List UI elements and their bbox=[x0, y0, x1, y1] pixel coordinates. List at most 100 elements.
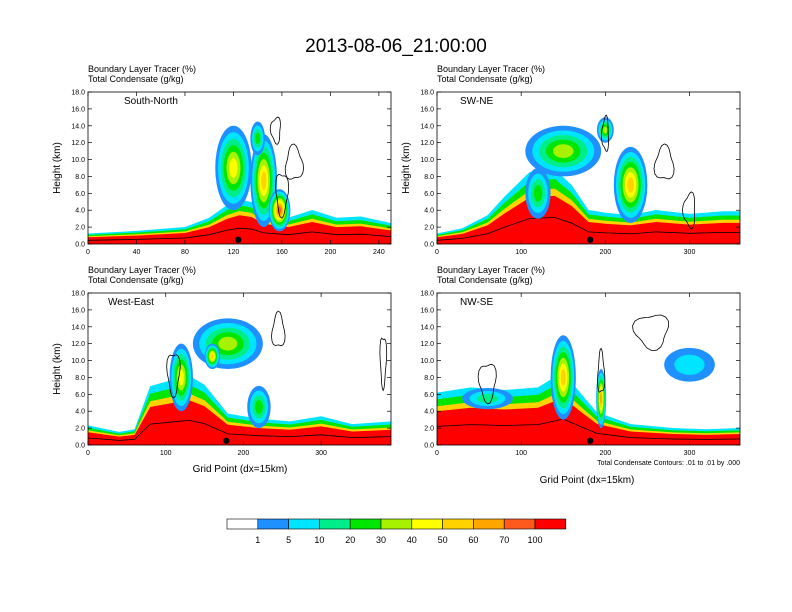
contour-footnote: Total Condensate Contours: .01 to .01 by… bbox=[597, 460, 740, 467]
colorbar-label: 1 bbox=[255, 535, 260, 545]
y-tick-label: 6.0 bbox=[75, 392, 85, 399]
y-tick-label: 6.0 bbox=[424, 191, 434, 198]
y-tick-label: 2.0 bbox=[75, 225, 85, 232]
y-tick-label: 10.0 bbox=[71, 358, 85, 365]
y-tick-label: 6.0 bbox=[424, 392, 434, 399]
y-tick-label: 10.0 bbox=[420, 358, 434, 365]
location-marker bbox=[586, 236, 594, 243]
plume-level bbox=[603, 126, 608, 134]
y-tick-label: 14.0 bbox=[71, 123, 85, 130]
condensate-contour bbox=[682, 191, 696, 230]
y-axis-label: Height (km) bbox=[52, 142, 63, 194]
y-tick-label: 12.0 bbox=[420, 140, 434, 147]
x-tick-label: 0 bbox=[435, 450, 439, 457]
plot-field bbox=[88, 116, 391, 244]
y-tick-label: 6.0 bbox=[75, 191, 85, 198]
terrain-line bbox=[437, 217, 740, 241]
x-tick-label: 240 bbox=[373, 249, 385, 256]
tracer-layer bbox=[437, 397, 740, 445]
x-tick-label: 100 bbox=[160, 450, 172, 457]
figure-title: 2013-08-06_21:00:00 bbox=[305, 36, 487, 57]
panel-left-string-2: Total Condensate (g/kg) bbox=[88, 275, 184, 285]
plot-field bbox=[88, 310, 391, 445]
y-tick-label: 0.0 bbox=[424, 242, 434, 249]
plot-area: 0.0 2.0 4.0 6.0 8.0 10.0 12.0 14.0 16.0 18.0 0 40 80… bbox=[71, 90, 392, 256]
colorbar-swatch bbox=[503, 518, 536, 530]
plot-frame bbox=[436, 292, 741, 446]
panel-label: SW-NE bbox=[460, 96, 493, 107]
colorbar-swatch bbox=[349, 518, 382, 530]
condensate-contour bbox=[600, 114, 609, 152]
plume-level bbox=[476, 394, 499, 404]
panel-left-string-1: Boundary Layer Tracer (%) bbox=[88, 265, 196, 275]
condensate-contour bbox=[379, 337, 388, 392]
plume-level bbox=[627, 177, 634, 193]
colorbar-label: 40 bbox=[407, 535, 417, 545]
x-tick-label: 100 bbox=[515, 249, 527, 256]
x-tick-label: 0 bbox=[86, 450, 90, 457]
panel-west-east: Boundary Layer Tracer (%) Total Condensa… bbox=[52, 265, 392, 475]
y-tick-label: 8.0 bbox=[424, 174, 434, 181]
y-tick-label: 0.0 bbox=[424, 443, 434, 450]
plot-area: 0.0 2.0 4.0 6.0 8.0 10.0 12.0 14.0 16.0 18.0 0 100 2… bbox=[71, 291, 392, 457]
x-tick-label: 200 bbox=[238, 450, 250, 457]
plume-level bbox=[674, 354, 705, 375]
colorbar-swatch bbox=[319, 518, 351, 530]
x-tick-label: 200 bbox=[599, 249, 611, 256]
colorbar-swatch bbox=[534, 518, 567, 530]
panel-sw-ne: Boundary Layer Tracer (%) Total Condensa… bbox=[401, 64, 741, 256]
y-tick-label: 16.0 bbox=[71, 106, 85, 113]
panel-left-string-1: Boundary Layer Tracer (%) bbox=[88, 64, 196, 74]
plume-level bbox=[261, 171, 267, 190]
colorbar-swatch bbox=[473, 518, 505, 530]
condensate-contour bbox=[275, 173, 290, 219]
terrain-line bbox=[88, 227, 391, 241]
x-tick-label: 0 bbox=[86, 249, 90, 256]
plot-area: 0.0 2.0 4.0 6.0 8.0 10.0 12.0 14.0 16.0 18.0 0 100 2… bbox=[420, 90, 741, 256]
plot-frame bbox=[436, 91, 741, 245]
y-axis-label: Height (km) bbox=[401, 142, 412, 194]
y-tick-label: 0.0 bbox=[75, 242, 85, 249]
colorbar-swatch bbox=[380, 518, 413, 530]
y-tick-label: 8.0 bbox=[75, 174, 85, 181]
x-tick-label: 40 bbox=[133, 249, 141, 256]
colorbar-label: 60 bbox=[468, 535, 478, 545]
y-tick-label: 2.0 bbox=[75, 426, 85, 433]
y-tick-label: 18.0 bbox=[71, 291, 85, 298]
panel-label: West-East bbox=[108, 297, 154, 308]
condensate-contour bbox=[166, 354, 181, 399]
panel-label: NW-SE bbox=[460, 297, 493, 308]
y-tick-label: 12.0 bbox=[420, 341, 434, 348]
x-tick-label: 120 bbox=[228, 249, 240, 256]
plume-level bbox=[229, 158, 238, 178]
x-tick-label: 200 bbox=[325, 249, 337, 256]
terrain-line bbox=[437, 418, 740, 440]
panel-left-string-2: Total Condensate (g/kg) bbox=[437, 275, 533, 285]
y-tick-label: 4.0 bbox=[75, 409, 85, 416]
plume-level bbox=[552, 144, 574, 159]
y-tick-label: 0.0 bbox=[75, 443, 85, 450]
x-tick-label: 300 bbox=[315, 450, 327, 457]
condensate-contour bbox=[632, 314, 670, 351]
condensate-contour bbox=[653, 143, 675, 180]
plume-level bbox=[533, 184, 543, 202]
colorbar-swatch bbox=[257, 518, 289, 530]
y-tick-label: 14.0 bbox=[71, 324, 85, 331]
location-marker bbox=[235, 236, 242, 243]
panel-south-north: Boundary Layer Tracer (%) Total Condensa… bbox=[52, 64, 392, 256]
colorbar: 1 5 10 20 30 40 50 60 70 100 bbox=[226, 518, 567, 545]
condensate-contour bbox=[269, 116, 281, 145]
y-tick-label: 18.0 bbox=[420, 90, 434, 97]
y-tick-label: 18.0 bbox=[420, 291, 434, 298]
y-tick-label: 2.0 bbox=[424, 225, 434, 232]
terrain-line bbox=[88, 419, 391, 441]
colorbar-label: 70 bbox=[499, 535, 509, 545]
plume-level bbox=[600, 393, 603, 404]
y-tick-label: 12.0 bbox=[71, 341, 85, 348]
plume-level bbox=[255, 132, 261, 145]
colorbar-label: 50 bbox=[438, 535, 448, 545]
panel-left-string-1: Boundary Layer Tracer (%) bbox=[437, 265, 545, 275]
colorbar-label: 10 bbox=[314, 535, 324, 545]
y-tick-label: 4.0 bbox=[75, 208, 85, 215]
